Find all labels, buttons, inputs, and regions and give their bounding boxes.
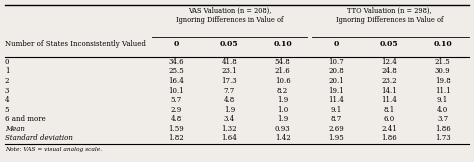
Text: VAS Valuation (n = 208),
Ignoring Differences in Value of: VAS Valuation (n = 208), Ignoring Differ… (175, 6, 283, 24)
Text: 1: 1 (5, 68, 9, 75)
Text: 10.7: 10.7 (328, 58, 344, 66)
Text: 1.0: 1.0 (277, 106, 288, 114)
Text: Note: VAS = visual analog scale.: Note: VAS = visual analog scale. (5, 147, 102, 152)
Text: 21.6: 21.6 (275, 68, 291, 75)
Text: 3: 3 (5, 87, 9, 95)
Text: 1.73: 1.73 (435, 134, 450, 142)
Text: 1.82: 1.82 (168, 134, 184, 142)
Text: 0.10: 0.10 (433, 40, 452, 48)
Text: 30.9: 30.9 (435, 68, 450, 75)
Text: 41.8: 41.8 (221, 58, 237, 66)
Text: 1.64: 1.64 (221, 134, 237, 142)
Text: 1.32: 1.32 (221, 125, 237, 133)
Text: 1.42: 1.42 (275, 134, 291, 142)
Text: 34.6: 34.6 (168, 58, 184, 66)
Text: 19.8: 19.8 (435, 77, 450, 85)
Text: 11.4: 11.4 (382, 96, 397, 104)
Text: 23.1: 23.1 (221, 68, 237, 75)
Text: 1.59: 1.59 (168, 125, 184, 133)
Text: 1.86: 1.86 (435, 125, 450, 133)
Text: 6.0: 6.0 (383, 115, 395, 123)
Text: 14.1: 14.1 (382, 87, 397, 95)
Text: 4.0: 4.0 (437, 106, 448, 114)
Text: 2: 2 (5, 77, 9, 85)
Text: 0.05: 0.05 (380, 40, 399, 48)
Text: 1.95: 1.95 (328, 134, 344, 142)
Text: 1.9: 1.9 (277, 96, 288, 104)
Text: Number of States Inconsistently Valued: Number of States Inconsistently Valued (5, 40, 146, 48)
Text: 20.8: 20.8 (328, 68, 344, 75)
Text: 0.93: 0.93 (275, 125, 291, 133)
Text: 5: 5 (5, 106, 9, 114)
Text: 11.1: 11.1 (435, 87, 450, 95)
Text: 24.8: 24.8 (382, 68, 397, 75)
Text: 8.2: 8.2 (277, 87, 288, 95)
Text: 12.4: 12.4 (382, 58, 397, 66)
Text: TTO Valuation (n = 298),
Ignoring Differences in Value of: TTO Valuation (n = 298), Ignoring Differ… (336, 6, 443, 24)
Text: 54.8: 54.8 (275, 58, 291, 66)
Text: 16.4: 16.4 (168, 77, 184, 85)
Text: 7.7: 7.7 (224, 87, 235, 95)
Text: Standard deviation: Standard deviation (5, 134, 73, 142)
Text: 1.9: 1.9 (224, 106, 235, 114)
Text: 10.1: 10.1 (168, 87, 184, 95)
Text: 10.6: 10.6 (275, 77, 291, 85)
Text: 0: 0 (173, 40, 179, 48)
Text: 1.9: 1.9 (277, 115, 288, 123)
Text: 5.7: 5.7 (170, 96, 182, 104)
Text: 21.5: 21.5 (435, 58, 450, 66)
Text: 23.2: 23.2 (382, 77, 397, 85)
Text: 4.8: 4.8 (170, 115, 182, 123)
Text: 2.41: 2.41 (382, 125, 397, 133)
Text: 4.8: 4.8 (224, 96, 235, 104)
Text: 9.1: 9.1 (437, 96, 448, 104)
Text: 0.05: 0.05 (220, 40, 238, 48)
Text: 3.4: 3.4 (224, 115, 235, 123)
Text: 3.7: 3.7 (437, 115, 448, 123)
Text: 20.1: 20.1 (328, 77, 344, 85)
Text: 9.1: 9.1 (330, 106, 342, 114)
Text: 0: 0 (5, 58, 9, 66)
Text: 8.7: 8.7 (330, 115, 342, 123)
Text: 25.5: 25.5 (168, 68, 184, 75)
Text: 1.86: 1.86 (382, 134, 397, 142)
Text: Mean: Mean (5, 125, 25, 133)
Text: 2.9: 2.9 (170, 106, 182, 114)
Text: 17.3: 17.3 (221, 77, 237, 85)
Text: 2.69: 2.69 (328, 125, 344, 133)
Text: 19.1: 19.1 (328, 87, 344, 95)
Text: 8.1: 8.1 (383, 106, 395, 114)
Text: 4: 4 (5, 96, 9, 104)
Text: 0: 0 (333, 40, 338, 48)
Text: 6 and more: 6 and more (5, 115, 46, 123)
Text: 0.10: 0.10 (273, 40, 292, 48)
Text: 11.4: 11.4 (328, 96, 344, 104)
